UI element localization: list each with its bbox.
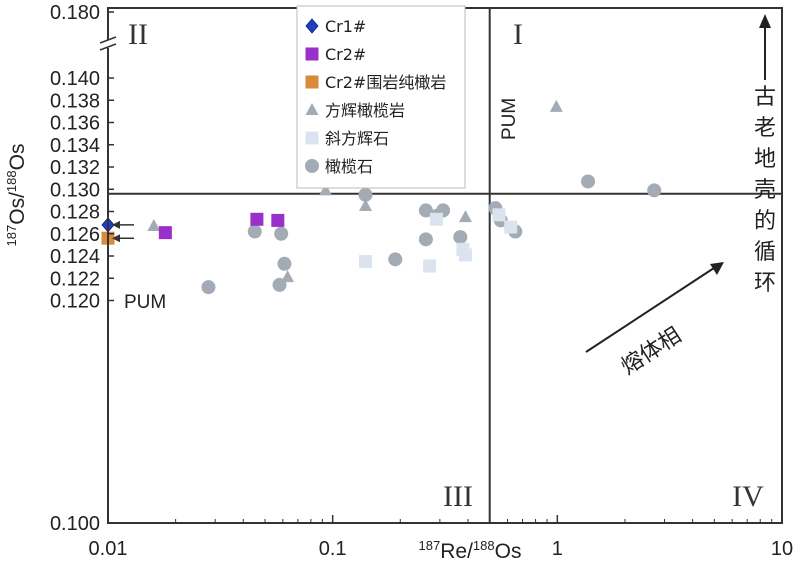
point-橄榄石-2: [274, 226, 289, 241]
point-方辉橄榄岩-6: [281, 270, 295, 283]
point-Cr2#-2: [271, 213, 285, 227]
legend-marker-3: [305, 103, 319, 115]
point-方辉橄榄岩-1: [319, 183, 333, 196]
point-橄榄石-5: [358, 187, 373, 202]
legend-marker-0: [305, 18, 319, 34]
y-break-mark-top: [99, 36, 117, 44]
point-橄榄石-16: [647, 183, 662, 198]
point-斜方辉石-6: [504, 220, 518, 234]
axes: 0.100 0.1200.1220.1240.1260.1280.1300.132…: [4, 2, 793, 563]
point-橄榄石-15: [581, 174, 596, 189]
melt-arrow-head: [710, 262, 724, 275]
legend-marker-4: [305, 131, 319, 145]
crust-char-1: 老: [754, 116, 776, 141]
y-tick-label-3: 0.124: [50, 246, 100, 268]
point-橄榄石-8: [418, 232, 433, 247]
x-tick-label-0: 0.01: [89, 538, 128, 560]
legend-label-2: Cr2#围岩纯橄岩: [325, 73, 446, 92]
crust-char-5: 循: [754, 240, 776, 265]
legend-label-0: Cr1#: [325, 17, 366, 36]
point-橄榄石-0: [201, 280, 216, 295]
y-tick-label-5: 0.128: [50, 202, 100, 224]
crust-char-6: 环: [754, 271, 776, 296]
legend-label-4: 斜方辉石: [325, 129, 389, 148]
crust-arrow-head: [759, 14, 771, 28]
pum-label-vertical: PUM: [499, 98, 520, 140]
y-tick-label-0: 0.100: [50, 513, 100, 535]
point-橄榄石-6: [388, 252, 403, 267]
legend-label-3: 方辉橄榄岩: [325, 101, 405, 120]
point-橄榄石-1: [247, 224, 262, 239]
x-tick-label-2: 1: [552, 538, 563, 560]
point-方辉橄榄岩-4: [458, 210, 472, 223]
cr-arrow-head-1: [112, 234, 120, 243]
y-tick-label-7: 0.132: [50, 157, 100, 179]
quadrant-label-ii: II: [128, 18, 148, 51]
point-斜方辉石-2: [430, 212, 444, 226]
melt-label: 熔体相: [617, 323, 686, 380]
crust-char-0: 古: [754, 85, 776, 110]
y-tick-label-8: 0.134: [50, 135, 100, 157]
point-方辉橄榄岩-0: [147, 218, 161, 231]
y-tick-label-9: 0.136: [50, 113, 100, 135]
quadrant-lines: [108, 8, 782, 523]
y-axis-title: 187Os/188Os: [4, 144, 29, 247]
x-tick-label-3: 10: [771, 538, 793, 560]
legend-marker-5: [305, 159, 319, 173]
legend-box: [296, 5, 466, 189]
point-斜方辉石-1: [423, 259, 437, 273]
crust-char-2: 地: [754, 147, 776, 172]
quadrant-label-i: I: [513, 18, 523, 51]
y-tick-label-4: 0.126: [50, 224, 100, 246]
cr-arrow-head-0: [112, 220, 120, 229]
x-tick-label-1: 0.1: [319, 538, 347, 560]
point-斜方辉石-5: [492, 208, 506, 222]
point-方辉橄榄岩-2: [358, 198, 372, 211]
y-tick-label-11: 0.140: [50, 68, 100, 90]
melt-arrow-line: [585, 267, 715, 353]
point-Cr2#-1: [250, 212, 264, 226]
y-break-gap: [102, 40, 114, 48]
y-tick-label-10: 0.138: [50, 90, 100, 112]
point-斜方辉石-4: [458, 248, 472, 262]
y-break-mark-bottom: [99, 43, 117, 51]
point-橄榄石-11: [453, 230, 468, 245]
cr-arrows: [112, 220, 134, 243]
point-Cr2#-0: [158, 226, 172, 240]
pum-label-horizontal: PUM: [124, 292, 166, 313]
point-方辉橄榄岩-5: [549, 99, 563, 112]
point-橄榄石-7: [418, 203, 433, 218]
crust-char-4: 的: [754, 209, 776, 234]
legend-label-1: Cr2#: [325, 45, 366, 64]
quadrant-label-iv: IV: [732, 480, 764, 513]
point-斜方辉石-0: [358, 255, 372, 269]
y-tick-label-2: 0.122: [50, 268, 100, 290]
quadrant-label-iii: III: [443, 480, 473, 513]
legend-marker-2: [305, 75, 319, 89]
data-points: [101, 99, 662, 295]
y-tick-label-6: 0.130: [50, 179, 100, 201]
point-橄榄石-4: [277, 256, 292, 271]
crust-char-3: 壳: [754, 178, 776, 203]
legend-label-5: 橄榄石: [325, 157, 373, 176]
legend-marker-1: [305, 47, 319, 61]
y-tick-label-12: 0.180: [50, 2, 100, 24]
y-tick-label-1: 0.120: [50, 291, 100, 313]
x-axis-title: 187Re/188Os: [419, 538, 522, 563]
